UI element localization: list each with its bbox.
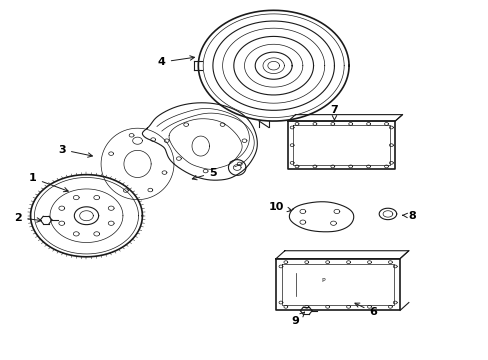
Text: 8: 8 xyxy=(402,211,415,221)
Text: 6: 6 xyxy=(354,303,377,317)
Text: 7: 7 xyxy=(330,105,338,121)
Text: 2: 2 xyxy=(15,212,41,222)
Text: 1: 1 xyxy=(29,173,68,192)
Text: 5: 5 xyxy=(192,168,216,180)
Text: 9: 9 xyxy=(291,312,304,326)
Text: 4: 4 xyxy=(158,56,194,67)
Text: P: P xyxy=(321,278,325,283)
Text: 10: 10 xyxy=(268,202,291,212)
Text: 3: 3 xyxy=(58,145,92,157)
